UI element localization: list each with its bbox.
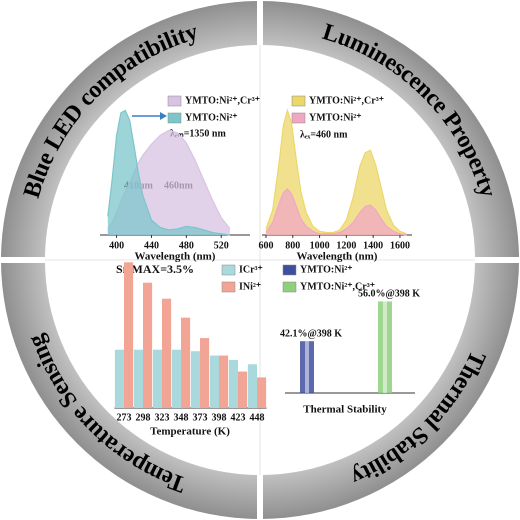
legend-swatch (167, 95, 182, 107)
spectrum-area (266, 110, 407, 235)
legend-swatch (221, 264, 236, 276)
bar (171, 349, 181, 408)
legend-swatch (291, 95, 306, 107)
bar (133, 349, 143, 408)
x-axis-label: Wavelength (nm) (135, 251, 216, 263)
legend-label: YMTO:Ni²⁺ (185, 112, 238, 123)
bar (200, 338, 210, 408)
x-tick-label: 480 (179, 240, 194, 251)
x-tick-label: 298 (136, 412, 151, 423)
legend-swatch (221, 281, 236, 293)
bar (143, 282, 153, 408)
legend-swatch (282, 264, 297, 276)
x-tick-label: 600 (259, 240, 274, 251)
bar (114, 349, 124, 408)
x-tick-label: 1000 (310, 240, 330, 251)
x-axis-label: Thermal Stability (303, 404, 387, 416)
annotation: λₑₘ=1350 nm (170, 128, 226, 139)
bar (209, 355, 219, 408)
bar (228, 359, 238, 408)
x-axis-label: Temperature (K) (150, 426, 230, 438)
annotation: λₑₓ=460 nm (300, 129, 348, 140)
shift-arrow-head (160, 112, 167, 120)
legend-label: YMTO:Ni²⁺ (300, 264, 353, 275)
spectrum-line (107, 109, 230, 236)
x-tick-label: 1400 (363, 240, 383, 251)
bar (257, 377, 267, 408)
bar (247, 364, 257, 408)
x-tick-label: 800 (285, 240, 300, 251)
bar (124, 262, 134, 408)
value-label: 42.1%@398 K (280, 329, 342, 340)
spectrum-area (266, 188, 407, 235)
x-tick-label: 373 (193, 412, 208, 423)
bar (181, 317, 191, 408)
bar (238, 371, 248, 408)
legend-label: YMTO:Ni²⁺ (309, 112, 362, 123)
legend-swatch (282, 281, 297, 293)
x-tick-label: 1200 (336, 240, 356, 251)
bar (219, 355, 229, 408)
x-tick-label: 520 (214, 240, 229, 251)
x-tick-label: 448 (250, 412, 265, 423)
spectrum-line (265, 108, 407, 235)
x-tick-label: 398 (212, 412, 227, 423)
x-tick-label: 440 (144, 240, 159, 251)
x-tick-label: 1600 (390, 240, 410, 251)
value-label: 56.0%@398 K (358, 289, 420, 300)
bar-highlight (383, 301, 387, 393)
legend-label: INi²⁺ (239, 281, 261, 292)
legend-swatch (167, 112, 182, 124)
x-tick-label: 273 (117, 412, 132, 423)
bar (190, 351, 200, 408)
legend-label: YMTO:Ni²⁺,Cr³⁺ (185, 95, 260, 106)
legend-label: ICr³⁺ (239, 264, 263, 275)
bar (162, 298, 172, 408)
spectrum-line (265, 188, 407, 236)
x-tick-label: 400 (109, 240, 124, 251)
x-tick-label: 423 (231, 412, 246, 423)
legend-swatch (291, 112, 306, 124)
x-tick-label: 348 (174, 412, 189, 423)
legend-label: YMTO:Ni²⁺,Cr³⁺ (309, 95, 384, 106)
x-tick-label: 323 (155, 412, 170, 423)
bar (152, 349, 162, 408)
legend-label: YMTO:Ni²⁺,Cr³⁺ (300, 281, 375, 292)
bar-highlight (305, 341, 309, 393)
spectrum-area (107, 110, 230, 235)
x-axis-label: Wavelength (nm) (297, 251, 378, 263)
annotation: Sr-MAX=3.5% (116, 262, 194, 276)
